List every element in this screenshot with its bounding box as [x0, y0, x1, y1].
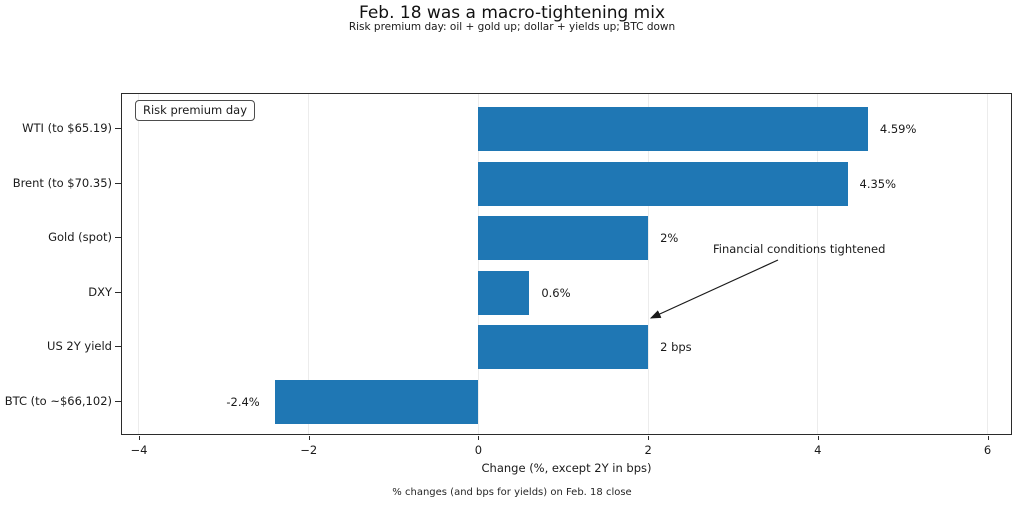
chart-bar-btc-to-66-102 [274, 380, 479, 424]
y-tick [115, 401, 121, 402]
x-tick-label: 2 [644, 443, 652, 457]
value-label-us-2y-yield: 2 bps [660, 340, 692, 355]
annotation-text: Financial conditions tightened [713, 242, 886, 256]
gridline [987, 94, 989, 434]
chart-bar-dxy [478, 270, 530, 315]
x-tick-label: −4 [130, 443, 148, 457]
y-tick [115, 128, 121, 129]
chart-bar-us-2y-yield [478, 325, 649, 370]
x-tick [648, 436, 650, 440]
legend-label: Risk premium day [143, 103, 248, 117]
gridline [308, 94, 310, 434]
chart-bar-gold-spot [478, 216, 649, 261]
x-tick [987, 436, 989, 440]
value-label-gold-spot: 2% [660, 231, 679, 246]
gridline [138, 94, 140, 434]
annotation-arrow-icon [649, 259, 779, 319]
y-axis-label-dxy: DXY [88, 284, 112, 299]
y-axis-label-brent-to-70-35: Brent (to $70.35) [12, 175, 112, 190]
chart-bar-wti-to-65-19 [478, 107, 868, 151]
y-tick [115, 346, 121, 348]
value-label-wti-to-65-19: 4.59% [879, 122, 917, 136]
y-axis-label-wti-to-65-19: WTI (to $65.19) [22, 121, 112, 135]
y-axis-label-gold-spot: Gold (spot) [48, 230, 112, 245]
y-axis-label-btc-to-66-102: BTC (to ~$66,102) [4, 394, 112, 408]
value-label-brent-to-70-35: 4.35% [859, 176, 897, 191]
chart-bar-brent-to-70-35 [478, 161, 848, 206]
gridline [817, 94, 819, 434]
x-tick [478, 436, 480, 440]
plot-area: 4.59% 4.35% 2% 0.6% 2 bps -2.4% Risk premium … [121, 93, 1012, 435]
x-tick-label: 6 [983, 443, 992, 457]
y-axis-label-us-2y-yield: US 2Y yield [47, 339, 112, 354]
x-tick [138, 436, 140, 440]
chart-title: Feb. 18 was a macro-tightening mix [358, 3, 666, 23]
x-tick [817, 436, 819, 440]
value-label-btc-to-66-102: -2.4% [226, 395, 260, 409]
x-tick-label: 4 [814, 443, 822, 457]
y-tick [115, 182, 121, 184]
chart-subtitle: Risk premium day: oil + gold up; dollar … [348, 21, 676, 33]
y-tick [115, 291, 121, 293]
gridline [647, 94, 649, 434]
chart-caption: % changes (and bps for yields) on Feb. 1… [392, 487, 632, 498]
x-axis-label: Change (%, except 2Y in bps) [481, 461, 652, 475]
x-tick-label: −2 [300, 443, 318, 457]
legend-box: Risk premium day [135, 100, 256, 121]
y-tick [115, 237, 121, 239]
x-tick-label: 0 [474, 443, 483, 457]
x-tick [308, 436, 310, 440]
value-label-dxy: 0.6% [541, 285, 571, 300]
gridline [477, 94, 479, 434]
